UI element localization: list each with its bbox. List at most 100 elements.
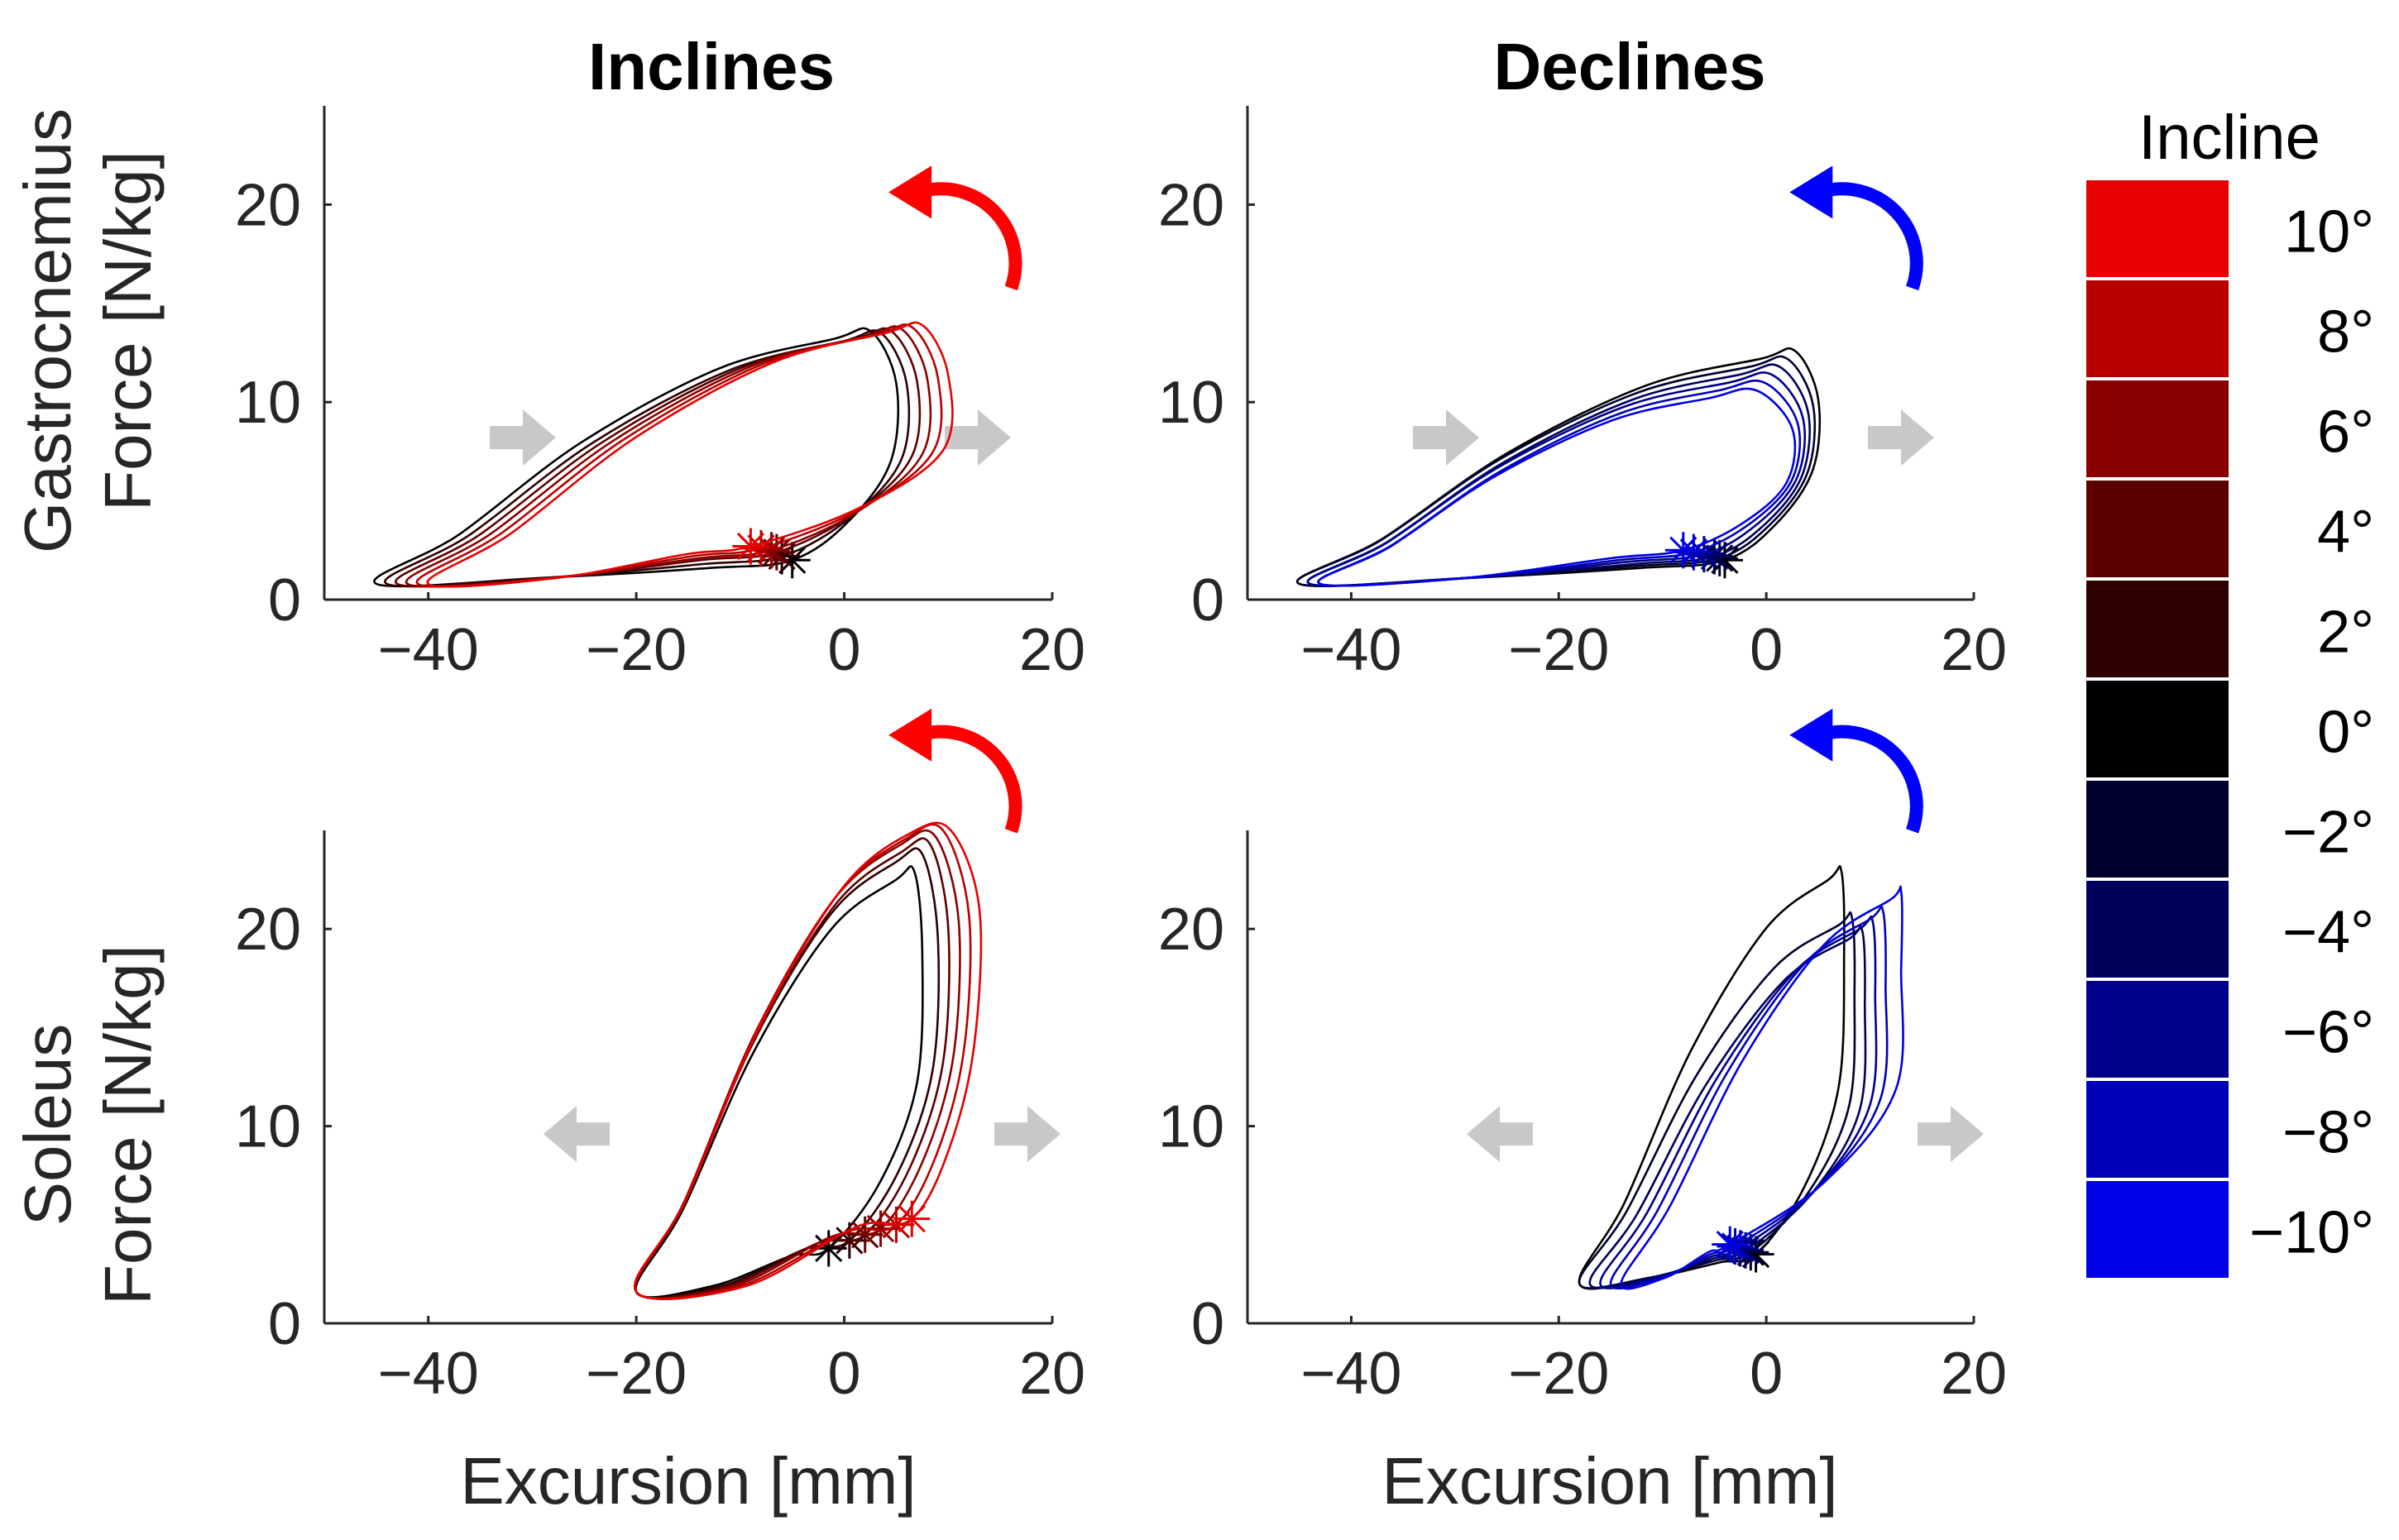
rotation-arrow-arc <box>1824 182 1923 291</box>
start-marker-stroke <box>763 538 791 567</box>
series-line-neg8deg <box>1609 905 1889 1290</box>
y-tick-label: 10 <box>1158 370 1224 436</box>
colorbar-swatch <box>2086 581 2229 677</box>
colorbar-swatch <box>2086 981 2229 1078</box>
y-tick-label: 10 <box>235 1094 301 1160</box>
y-tick-label: 0 <box>268 1291 301 1357</box>
colorbar-label: −2° <box>2282 800 2374 866</box>
col-title-declines: Declines <box>1493 30 1765 103</box>
start-marker-stroke <box>1706 544 1734 572</box>
start-marker-stroke <box>736 532 765 561</box>
series-line-6deg <box>405 325 932 588</box>
panel-gastrocnemius-inclines: −40 −20 0 20 0 10 20 <box>235 106 1085 683</box>
x-tick-label: 20 <box>1941 1341 2007 1407</box>
colorbar-label: −10° <box>2249 1200 2374 1266</box>
series-line-0deg <box>634 865 924 1298</box>
row-label-soleus: Soleus <box>11 1024 84 1227</box>
direction-arrow-right-icon <box>1918 1106 1984 1163</box>
colorbar-swatch <box>2086 881 2229 978</box>
colorbar-label: 2° <box>2317 600 2374 666</box>
colorbar-label: 8° <box>2317 299 2374 366</box>
series-line-8deg <box>415 323 943 588</box>
row-label-gastrocnemius: Gastrocnemius <box>11 108 84 553</box>
x-tick-label: 0 <box>828 1341 861 1407</box>
start-marker-stroke <box>1741 1240 1770 1269</box>
colorbar-label: 10° <box>2284 199 2374 265</box>
direction-arrow-right-icon <box>994 1106 1061 1163</box>
direction-arrow-right-icon <box>490 409 556 466</box>
col-title-inclines: Inclines <box>588 30 835 103</box>
rotation-arrow-arc <box>1824 725 1923 834</box>
panel-soleus-inclines: −40 −20 0 20 0 10 20 <box>235 708 1085 1407</box>
colorbar-label: −4° <box>2282 900 2374 966</box>
series-line-neg4deg <box>1588 925 1867 1289</box>
series-line-neg10deg <box>1620 885 1904 1290</box>
series-line-0deg <box>373 327 900 588</box>
series-line-neg10deg <box>1317 387 1797 587</box>
start-marker-stroke <box>1721 1232 1750 1260</box>
xlabel-left: Excursion [mm] <box>460 1444 916 1518</box>
x-tick-label: −20 <box>586 617 687 683</box>
start-marker <box>1721 1230 1759 1267</box>
rotation-arrow-arc <box>923 182 1022 291</box>
xlabel-right: Excursion [mm] <box>1381 1444 1837 1518</box>
colorbar: 10° 8° 6° 4° 2° 0° −2° −4° −6° −8° −10° <box>2086 180 2374 1278</box>
series-line-10deg <box>426 321 954 588</box>
direction-arrow-left-icon <box>543 1106 610 1163</box>
series-line-4deg <box>634 837 951 1299</box>
panel-gastrocnemius-declines: −40 −20 0 20 0 10 20 <box>1158 106 2007 683</box>
start-marker <box>1664 532 1702 569</box>
start-marker <box>758 533 795 571</box>
rotation-arrow-arc <box>923 725 1022 834</box>
start-marker-stroke <box>1731 1236 1760 1265</box>
panel-soleus-declines: −40 −20 0 20 0 10 20 <box>1158 708 2007 1407</box>
direction-arrow-right-icon <box>1868 409 1934 466</box>
colorbar-label: −8° <box>2282 1100 2374 1166</box>
colorbar-label: −6° <box>2282 1000 2374 1066</box>
colorbar-swatch <box>2086 280 2229 377</box>
y-tick-label: 0 <box>268 567 301 634</box>
x-tick-label: 0 <box>1750 617 1783 683</box>
start-marker <box>1717 1228 1754 1265</box>
start-marker-stroke <box>1726 1234 1755 1263</box>
start-marker-stroke <box>1716 1231 1744 1259</box>
start-marker-stroke <box>1669 536 1697 564</box>
y-tick-label: 0 <box>1191 1291 1224 1357</box>
y-tick-label: 20 <box>235 897 301 963</box>
x-tick-label: 20 <box>1019 1341 1085 1407</box>
direction-arrow-left-icon <box>1467 1106 1533 1163</box>
x-tick-label: 0 <box>1750 1341 1783 1407</box>
colorbar-swatch <box>2086 1081 2229 1178</box>
start-marker <box>1712 1226 1749 1263</box>
y-tick-label: 20 <box>1158 172 1224 238</box>
direction-arrow-right-icon <box>945 409 1011 466</box>
series-line-2deg <box>634 847 941 1299</box>
series-line-10deg <box>633 821 983 1300</box>
x-tick-label: 20 <box>1941 617 2007 683</box>
rotation-arrow-head-icon <box>1789 165 1833 219</box>
series-line-neg2deg <box>1578 911 1856 1289</box>
start-marker <box>893 1200 931 1237</box>
start-marker-stroke <box>778 546 807 574</box>
colorbar-label: 6° <box>2317 399 2374 466</box>
x-tick-label: −40 <box>1300 617 1401 683</box>
colorbar-label: 4° <box>2317 500 2374 566</box>
start-marker <box>732 528 769 565</box>
x-tick-label: −40 <box>378 617 479 683</box>
colorbar-swatch <box>2086 380 2229 477</box>
row-ylabel-top: Force [N/kg] <box>91 151 165 511</box>
x-tick-label: −40 <box>1300 1341 1401 1407</box>
x-tick-label: −40 <box>378 1341 479 1407</box>
direction-arrow-right-icon <box>1413 409 1479 466</box>
row-ylabel-bottom: Force [N/kg] <box>91 945 165 1305</box>
rotation-arrow-head-icon <box>888 708 932 762</box>
rotation-arrow-head-icon <box>888 165 932 219</box>
x-tick-label: −20 <box>1508 617 1609 683</box>
series-line-2deg <box>384 329 911 588</box>
start-marker <box>1727 1232 1765 1269</box>
y-tick-label: 10 <box>235 370 301 436</box>
start-marker-stroke <box>866 1214 895 1243</box>
colorbar-swatch <box>2086 681 2229 777</box>
x-tick-label: −20 <box>1508 1341 1609 1407</box>
